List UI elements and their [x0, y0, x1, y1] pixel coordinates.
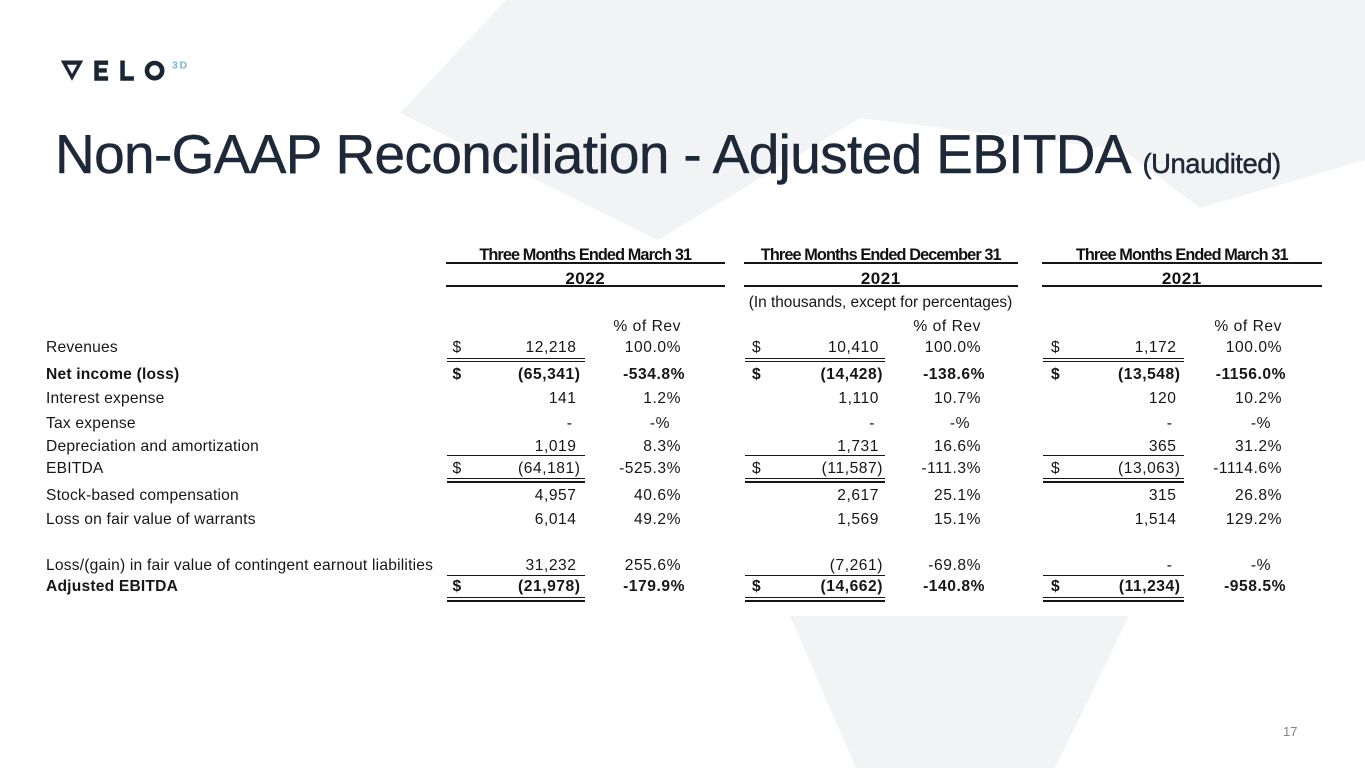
- svg-text:3D: 3D: [172, 60, 189, 72]
